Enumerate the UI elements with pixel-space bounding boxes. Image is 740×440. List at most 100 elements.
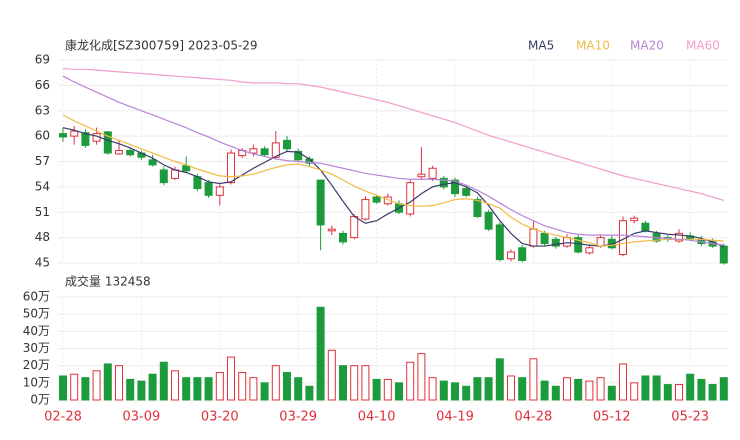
volume-bar <box>686 373 695 401</box>
candle-body <box>204 182 213 196</box>
y-tick-label: 60万 <box>23 290 50 304</box>
volume-bar <box>283 372 291 401</box>
volume-bar <box>451 382 459 401</box>
volume-bar <box>137 380 146 401</box>
legend-label: MA10 <box>576 39 610 53</box>
volume-bar <box>428 377 437 401</box>
x-tick-label: 03-09 <box>123 410 161 425</box>
y-tick-label: 51 <box>35 205 50 219</box>
y-tick-label: 0万 <box>30 393 50 407</box>
legend-label: MA20 <box>630 39 664 53</box>
candle-body <box>59 133 67 138</box>
candle-body <box>551 238 560 247</box>
chart-title: 康龙化成[SZ300759] 2023-05-29 <box>65 38 258 53</box>
x-tick-label: 02-28 <box>44 410 82 425</box>
candle-body <box>81 132 90 146</box>
candle-body <box>473 199 482 217</box>
candle-body <box>518 247 527 261</box>
x-tick-label: 03-20 <box>201 410 239 425</box>
volume-bar <box>238 372 247 401</box>
volume-bar <box>383 378 392 401</box>
volume-bar <box>708 384 717 401</box>
y-tick-label: 57 <box>35 154 50 168</box>
volume-bar <box>596 377 605 401</box>
volume-bar <box>193 377 202 401</box>
volume-bar <box>159 361 168 401</box>
candle-body <box>271 142 280 158</box>
candle-body <box>115 150 123 155</box>
candle-body <box>260 148 269 156</box>
volume-bar <box>260 382 269 401</box>
candle-body <box>462 188 471 196</box>
volume-bar <box>697 378 706 401</box>
y-tick-label: 54 <box>35 179 50 193</box>
volume-bar <box>372 378 381 401</box>
candle-body <box>182 165 191 172</box>
candle-body <box>563 237 571 247</box>
volume-bar <box>652 375 661 401</box>
candle-body <box>350 215 359 239</box>
x-tick-label: 04-28 <box>515 410 553 425</box>
volume-bar <box>339 365 347 401</box>
volume-bar <box>417 353 426 401</box>
y-tick-label: 10万 <box>23 375 50 389</box>
candle-body <box>249 148 258 154</box>
volume-bar <box>81 377 90 401</box>
candle-body <box>495 224 504 261</box>
volume-bar <box>585 380 594 401</box>
volume-bar <box>484 377 493 401</box>
candle-body <box>126 150 135 156</box>
y-tick-label: 50万 <box>23 307 50 321</box>
volume-bar <box>70 373 79 401</box>
volume-bar <box>305 385 314 401</box>
x-tick-label: 05-12 <box>593 410 631 425</box>
candle-body <box>294 150 303 161</box>
candle-body <box>372 196 381 203</box>
volume-bar <box>540 380 549 401</box>
volume-title: 成交量 132458 <box>65 274 151 289</box>
x-tick-label: 03-29 <box>279 410 317 425</box>
candle-body <box>283 139 291 150</box>
candle-body <box>339 232 347 243</box>
x-tick-label: 04-10 <box>358 410 396 425</box>
volume-bar <box>619 363 627 401</box>
candle-body <box>316 179 325 226</box>
volume-bar <box>406 361 415 401</box>
ma-line <box>62 127 725 248</box>
volume-bar <box>495 358 504 401</box>
candle-body <box>327 228 336 232</box>
candle-body <box>406 182 415 215</box>
ma-line <box>62 75 724 246</box>
volume-bar <box>518 377 527 401</box>
x-tick-label: 04-19 <box>436 410 474 425</box>
volume-bar <box>641 375 650 401</box>
volume-bar <box>350 365 359 401</box>
ma-line <box>62 67 724 201</box>
volume-bar <box>663 384 672 401</box>
candle-body <box>484 211 493 230</box>
candle-body <box>630 217 639 222</box>
candle-body <box>159 169 168 184</box>
volume-bar <box>171 370 179 401</box>
candle-body <box>507 251 515 260</box>
y-tick-label: 20万 <box>23 358 50 372</box>
volume-bar <box>182 377 191 401</box>
volume-bar <box>327 349 336 401</box>
volume-bar <box>630 382 639 401</box>
candle-body <box>585 247 594 254</box>
volume-bar <box>574 378 583 401</box>
candle-body <box>607 238 616 249</box>
volume-bar <box>507 375 515 401</box>
volume-bar <box>294 377 303 401</box>
volume-bar <box>607 385 616 401</box>
x-tick-label: 05-23 <box>671 410 709 425</box>
volume-bar <box>115 365 123 401</box>
volume-bar <box>316 306 325 401</box>
y-tick-label: 40万 <box>23 324 50 338</box>
candle-body <box>70 130 79 137</box>
legend-label: MA5 <box>528 39 554 53</box>
volume-bar <box>249 377 258 401</box>
candle-body <box>227 152 235 184</box>
candle-body <box>675 232 683 242</box>
